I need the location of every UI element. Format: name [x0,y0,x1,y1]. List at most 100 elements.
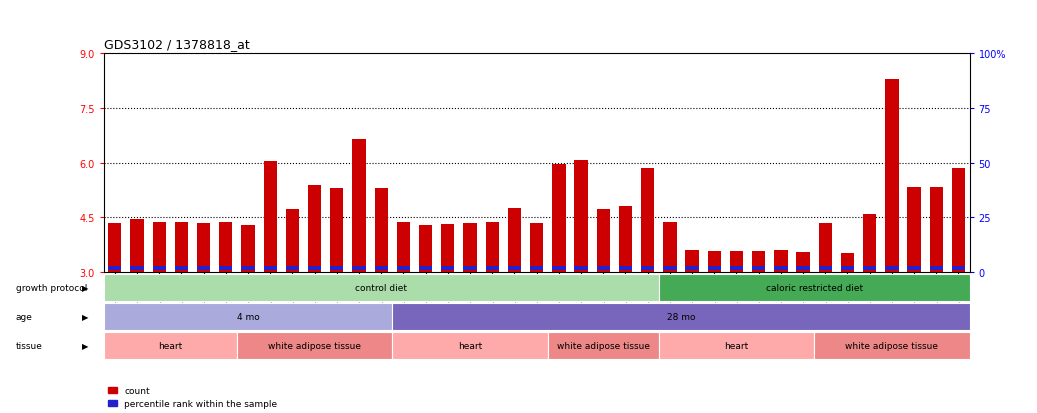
Bar [508,266,522,271]
Bar [641,266,654,271]
Bar [552,165,565,273]
Bar [796,266,810,271]
Bar [330,188,343,273]
Bar [464,266,477,271]
Bar [286,266,299,271]
Bar [814,332,970,359]
Bar [658,275,970,301]
Text: control diet: control diet [356,284,408,292]
Bar [419,266,432,271]
Bar [242,226,255,273]
Text: heart: heart [159,342,183,350]
Bar [175,266,188,271]
Text: GDS3102 / 1378818_at: GDS3102 / 1378818_at [104,38,250,51]
Bar [263,161,277,273]
Bar [131,266,144,271]
Bar [685,250,699,273]
Bar [108,223,121,273]
Text: caloric restricted diet: caloric restricted diet [765,284,863,292]
Bar [464,223,477,273]
Text: heart: heart [724,342,749,350]
Bar [574,161,588,273]
Text: ▶: ▶ [82,342,88,350]
Bar [485,266,499,271]
Bar [886,266,898,271]
Bar [818,266,832,271]
Bar [886,80,898,273]
Bar [263,266,277,271]
Bar [863,266,876,271]
Bar [308,186,321,273]
Bar [596,266,610,271]
Bar [353,140,366,273]
Bar [775,250,787,273]
Bar [242,266,255,271]
Bar [574,266,588,271]
Bar [818,223,832,273]
Bar [108,266,121,271]
Bar [197,266,211,271]
Bar [548,332,658,359]
Text: growth protocol: growth protocol [16,284,87,292]
Bar [131,220,144,273]
Bar [197,223,211,273]
Bar [104,304,392,330]
Bar [397,266,410,271]
Bar [441,224,454,273]
Bar [752,251,765,273]
Bar [752,266,765,271]
Legend: count, percentile rank within the sample: count, percentile rank within the sample [108,386,278,408]
Bar [530,266,543,271]
Bar [152,266,166,271]
Text: white adipose tissue: white adipose tissue [557,342,650,350]
Bar [374,266,388,271]
Bar [952,169,965,273]
Bar [664,222,676,273]
Bar [152,222,166,273]
Bar [863,215,876,273]
Bar [508,209,522,273]
Bar [392,304,970,330]
Bar [236,332,392,359]
Bar [552,266,565,271]
Bar [286,209,299,273]
Text: white adipose tissue: white adipose tissue [269,342,361,350]
Text: heart: heart [458,342,482,350]
Text: ▶: ▶ [82,313,88,321]
Text: tissue: tissue [16,342,43,350]
Bar [707,252,721,273]
Text: ▶: ▶ [82,284,88,292]
Text: age: age [16,313,32,321]
Bar [175,222,188,273]
Bar [530,223,543,273]
Bar [907,187,921,273]
Bar [929,266,943,271]
Bar [952,266,965,271]
Text: 28 mo: 28 mo [667,313,695,321]
Bar [353,266,366,271]
Bar [596,210,610,273]
Bar [841,266,854,271]
Bar [330,266,343,271]
Bar [104,332,236,359]
Bar [619,266,633,271]
Bar [219,223,232,273]
Bar [619,206,633,273]
Bar [392,332,548,359]
Bar [419,225,432,273]
Bar [907,266,921,271]
Bar [485,223,499,273]
Bar [374,188,388,273]
Bar [658,332,814,359]
Bar [641,169,654,273]
Bar [707,266,721,271]
Bar [664,266,676,271]
Bar [685,266,699,271]
Bar [219,266,232,271]
Text: white adipose tissue: white adipose tissue [845,342,938,350]
Bar [441,266,454,271]
Bar [397,223,410,273]
Bar [841,254,854,273]
Bar [775,266,787,271]
Bar [308,266,321,271]
